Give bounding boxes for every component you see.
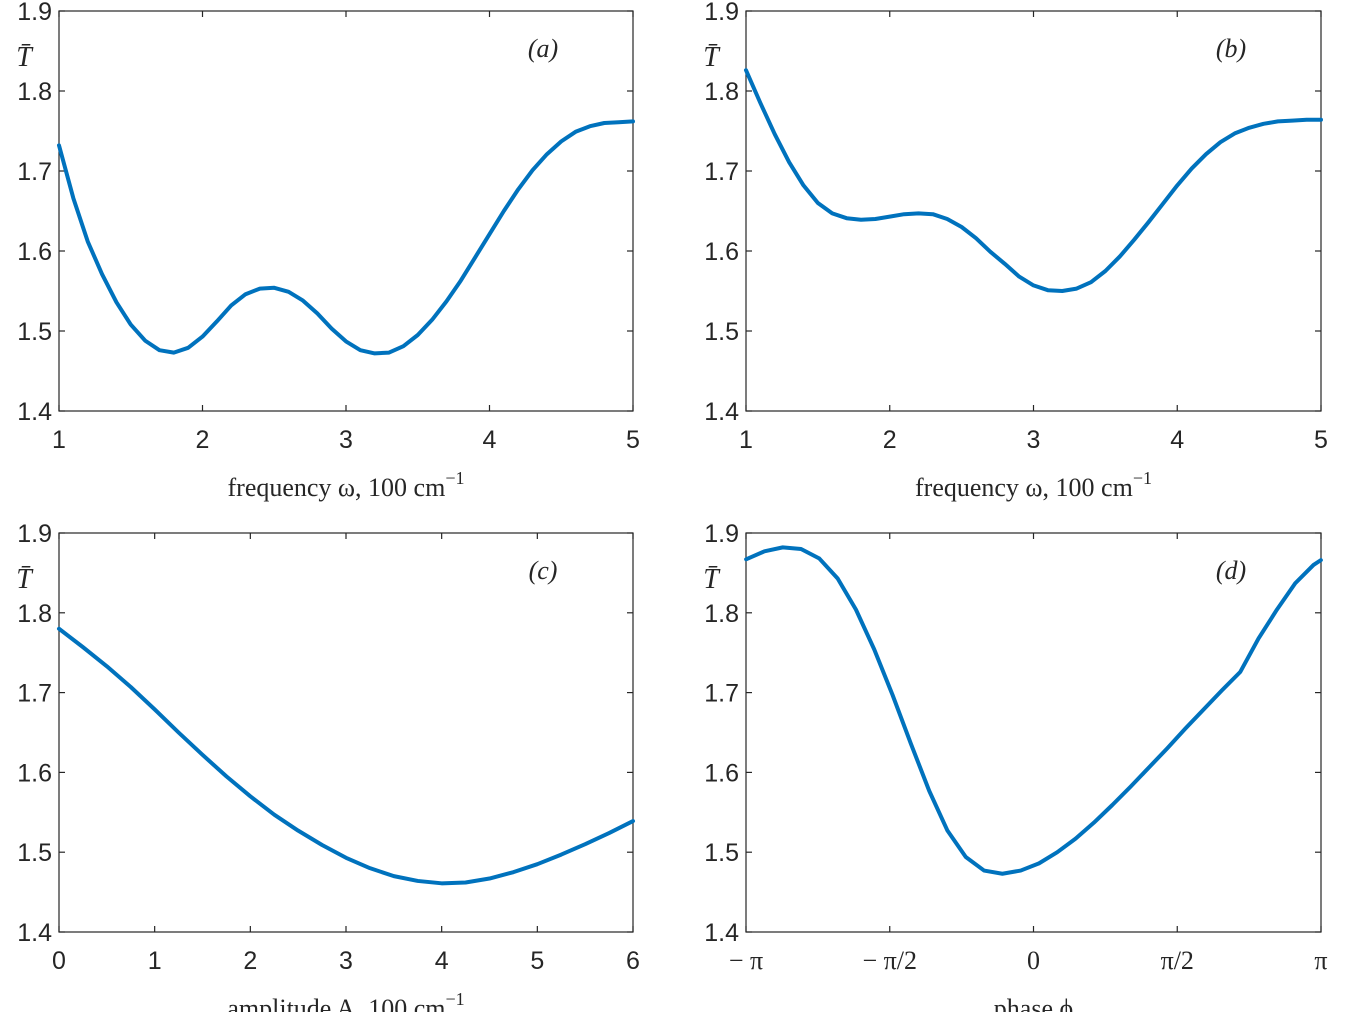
y-tick-label: 1.4 — [17, 398, 52, 426]
y-tick-label: 1.6 — [704, 238, 739, 266]
x-tick-label: 3 — [339, 947, 353, 975]
x-tick-label: 4 — [1170, 426, 1184, 454]
panel-d: − π − π/2 0 π/2 π 1.4 1.5 1.6 1.7 1.8 1.9 T̄ phase ϕ… — [703, 520, 1327, 1012]
x-axis-label: amplitude A, 100 cm−1 — [227, 989, 464, 1012]
x-tick-label: 5 — [1314, 426, 1328, 454]
y-tick-label: 1.4 — [704, 919, 739, 947]
y-tick-label: 1.5 — [704, 839, 739, 867]
panel-label: (a) — [528, 34, 558, 63]
y-axis-label: T̄ — [703, 42, 721, 73]
x-tick-label: 1 — [739, 426, 753, 454]
panel-label: (b) — [1216, 34, 1246, 63]
y-tick-label: 1.6 — [17, 759, 52, 787]
panel-a: 1 2 3 4 5 1.4 1.5 1.6 1.7 1.8 1.9 T̄ frequency ω, 10… — [16, 0, 640, 502]
y-tick-label: 1.9 — [17, 520, 52, 548]
y-tick-label: 1.6 — [704, 759, 739, 787]
x-tick-label: 0 — [1027, 946, 1040, 975]
panel-label: (d) — [1216, 556, 1246, 585]
x-axis-label-superscript: −1 — [445, 468, 464, 488]
y-axis-label: T̄ — [16, 42, 34, 73]
x-tick-label: 6 — [626, 947, 640, 975]
y-tick-label: 1.7 — [17, 158, 52, 186]
x-tick-label: 5 — [626, 426, 640, 454]
y-tick-label: 1.5 — [17, 318, 52, 346]
axes-box — [745, 10, 1322, 412]
x-tick-label: − π/2 — [862, 946, 917, 975]
x-tick-label: 5 — [530, 947, 544, 975]
panel-label: (c) — [529, 556, 558, 585]
series-line — [57, 626, 635, 886]
y-tick-label: 1.8 — [704, 78, 739, 106]
x-tick-label: 4 — [435, 947, 449, 975]
y-axis-label: T̄ — [703, 564, 721, 595]
x-tick-label: 3 — [339, 426, 353, 454]
y-tick-label: 1.5 — [704, 318, 739, 346]
y-tick-label: 1.8 — [704, 600, 739, 628]
x-tick-label: 1 — [52, 426, 66, 454]
y-tick-label: 1.9 — [17, 0, 52, 26]
x-axis-label: frequency ω, 100 cm−1 — [915, 468, 1152, 502]
axes-box — [745, 532, 1322, 933]
panel-b: 1 2 3 4 5 1.4 1.5 1.6 1.7 1.8 1.9 T̄ frequency ω, 10… — [703, 0, 1328, 502]
series-line — [744, 68, 1323, 293]
axes-box — [58, 532, 634, 933]
x-axis-label-superscript: −1 — [445, 989, 464, 1009]
x-tick-label: 2 — [883, 426, 897, 454]
x-tick-label: 1 — [148, 947, 162, 975]
x-tick-label: 3 — [1027, 426, 1041, 454]
y-tick-label: 1.8 — [17, 600, 52, 628]
panel-c: 0 1 2 3 4 5 6 1.4 1.5 1.6 1.7 1.8 1.9 T̄ amplitude A, … — [16, 520, 640, 1012]
y-tick-label: 1.9 — [704, 0, 739, 26]
x-tick-label: 0 — [52, 947, 66, 975]
x-axis-label: phase ϕ — [994, 994, 1073, 1012]
y-tick-label: 1.7 — [17, 680, 52, 708]
x-tick-label: 2 — [196, 426, 210, 454]
x-axis-label-superscript: −1 — [1133, 468, 1152, 488]
axes-box — [58, 10, 634, 412]
y-tick-label: 1.7 — [704, 158, 739, 186]
series-line — [57, 119, 635, 356]
x-tick-label: 2 — [243, 947, 257, 975]
x-tick-label: 4 — [483, 426, 497, 454]
y-tick-label: 1.5 — [17, 839, 52, 867]
x-tick-label: π/2 — [1161, 946, 1194, 975]
y-tick-label: 1.4 — [704, 398, 739, 426]
y-tick-label: 1.9 — [704, 520, 739, 548]
series-line — [744, 545, 1323, 876]
y-tick-label: 1.8 — [17, 78, 52, 106]
x-axis-label: frequency ω, 100 cm−1 — [228, 468, 465, 502]
x-tick-label: − π — [729, 946, 763, 975]
y-tick-label: 1.6 — [17, 238, 52, 266]
y-axis-label: T̄ — [16, 564, 34, 595]
y-tick-label: 1.7 — [704, 680, 739, 708]
y-tick-label: 1.4 — [17, 919, 52, 947]
x-tick-label: π — [1314, 946, 1327, 975]
